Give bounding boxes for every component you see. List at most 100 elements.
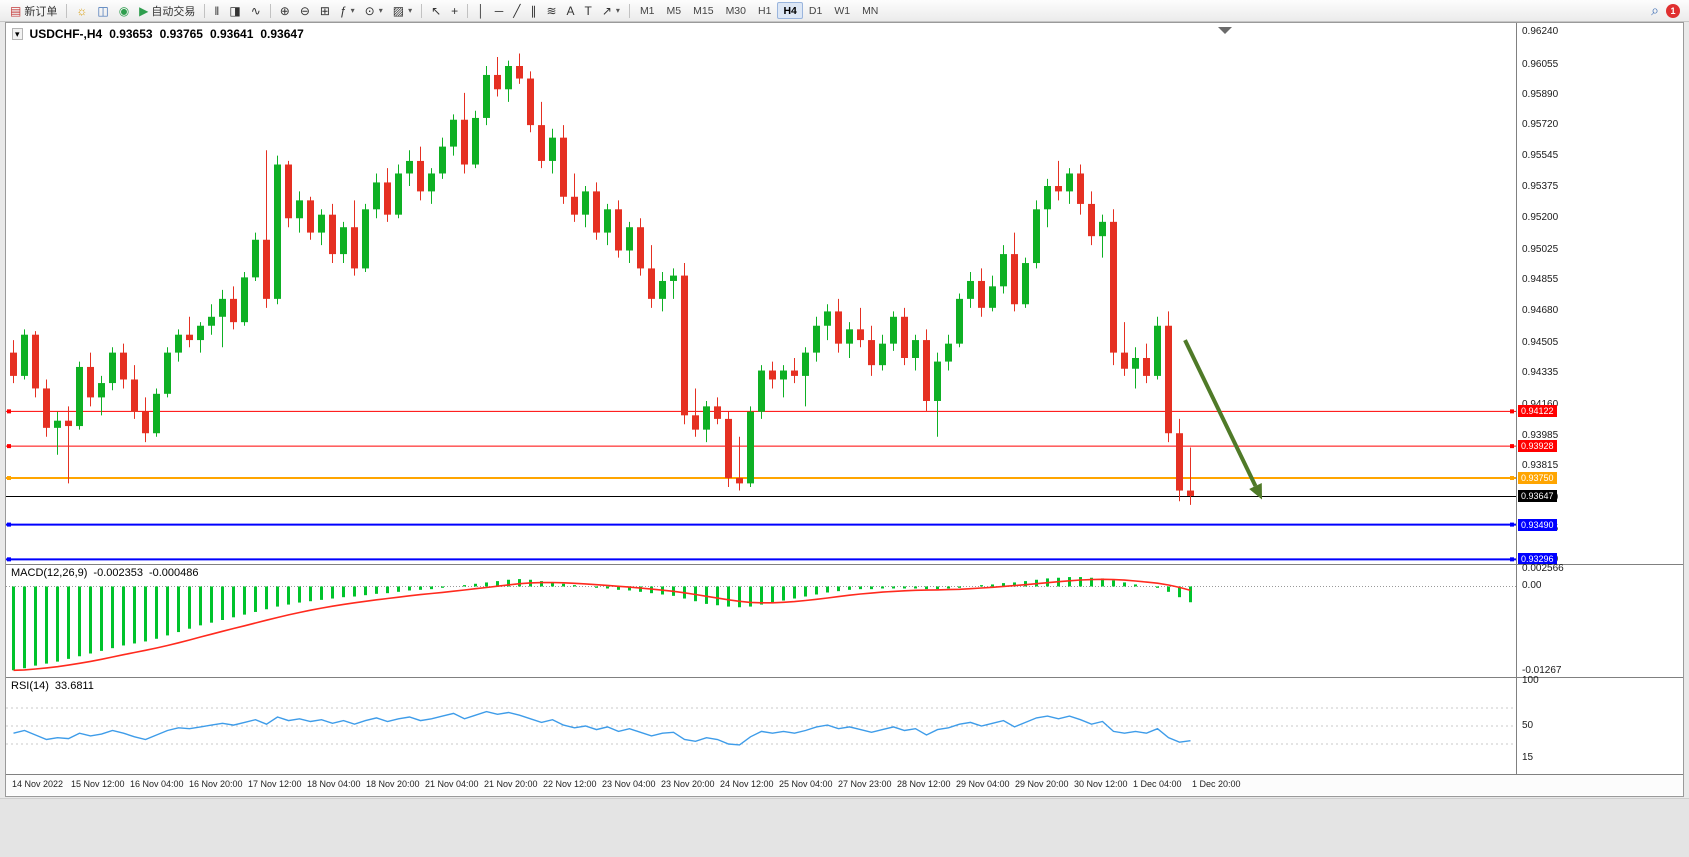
templates-button[interactable]: ▨ ▾ — [388, 2, 417, 20]
timeframe-button-d1[interactable]: D1 — [808, 4, 823, 17]
support-line-blue-2-left-handle[interactable] — [7, 557, 11, 562]
close-value: 0.93647 — [260, 27, 304, 41]
rsi-plot-area — [6, 678, 1516, 774]
time-axis-label: 18 Nov 20:00 — [366, 779, 420, 789]
timeframe-button-mn[interactable]: MN — [862, 4, 879, 17]
timeframe-button-m15[interactable]: M15 — [693, 4, 714, 17]
support-line-orange-left-handle[interactable] — [7, 476, 11, 481]
price-axis-label: 0.94335 — [1522, 367, 1559, 379]
timeframe-button-w1[interactable]: W1 — [834, 4, 851, 17]
timeframe-button-m1[interactable]: M1 — [639, 4, 655, 17]
line-chart-button[interactable]: ∿ — [246, 2, 266, 20]
resistance-line-2-right-handle[interactable] — [1510, 444, 1514, 449]
rsi-axis-label: 50 — [1522, 720, 1534, 731]
current-price-line-price-tag: 0.93647 — [1518, 490, 1557, 503]
periods-button[interactable]: ⊙ ▾ — [360, 2, 388, 20]
price-axis-label: 0.95375 — [1522, 180, 1559, 192]
time-axis-label: 14 Nov 2022 — [12, 779, 64, 789]
crosshair-button[interactable]: + — [446, 2, 463, 20]
resistance-line-2-left-handle[interactable] — [7, 444, 11, 449]
autotrade-button[interactable]: ▶ 自动交易 — [134, 2, 200, 20]
chart-window: 0.96240 0.96055 0.95890 0.95720 0.95545 0.953… — [5, 22, 1684, 797]
support-line-blue-1-left-handle[interactable] — [7, 522, 11, 527]
timeframe-button-h4[interactable]: H4 — [777, 2, 803, 19]
notification-badge[interactable]: 1 — [1666, 3, 1680, 18]
templates-icon: ▨ — [392, 3, 405, 18]
price-axis-label: 0.95545 — [1522, 150, 1559, 162]
resistance-line-1-right-handle[interactable] — [1510, 409, 1514, 414]
horizontal-lines-group[interactable] — [6, 409, 1516, 562]
time-axis-label: 17 Nov 12:00 — [248, 779, 302, 789]
symbol-dropdown-icon[interactable]: ▾ — [12, 28, 23, 40]
autotrade-icon: ▶ — [139, 3, 149, 18]
candlestick-chart-button[interactable]: ◨ — [224, 2, 245, 20]
timeframe-button-h1[interactable]: H1 — [758, 4, 772, 17]
market-watch-button[interactable]: ◫ — [92, 2, 113, 20]
vertical-line-button[interactable]: │ — [472, 2, 490, 20]
zoom-in-button[interactable]: ⊕ — [275, 2, 295, 20]
macd-label: MACD(12,26,9) -0.002353 -0.000486 — [11, 567, 199, 579]
price-pane[interactable]: 0.96240 0.96055 0.95890 0.95720 0.95545 0.953… — [6, 23, 1683, 565]
timeframe-button-m5[interactable]: M5 — [666, 4, 682, 17]
rsi-line — [13, 710, 1191, 746]
time-axis-label: 25 Nov 04:00 — [779, 779, 833, 789]
data-window-icon: ◉ — [118, 3, 130, 18]
support-line-blue-1-right-handle[interactable] — [1510, 522, 1514, 527]
time-axis-label: 22 Nov 12:00 — [543, 779, 597, 789]
search-icon[interactable]: ⌕ — [1651, 2, 1659, 18]
toolbar-separator — [467, 3, 469, 18]
macd-pane[interactable]: 0.002566 0.00 -0.01267 MACD(12,26,9) -0.00… — [6, 563, 1683, 677]
autotrade-button-label: 自动交易 — [151, 5, 196, 18]
tile-windows-button[interactable]: ⊞ — [315, 2, 335, 20]
price-axis-label: 0.95200 — [1522, 212, 1559, 224]
trendline-icon: ╱ — [513, 3, 521, 18]
time-axis-label: 18 Nov 04:00 — [307, 779, 361, 789]
indicators-button[interactable]: ƒ ▾ — [335, 2, 360, 20]
price-axis-label: 0.95025 — [1522, 243, 1559, 255]
price-axis-label: 0.96055 — [1522, 59, 1559, 71]
zoom-out-button[interactable]: ⊖ — [295, 2, 315, 20]
arrows-button[interactable]: ↗ ▾ — [597, 2, 625, 20]
zoom-in-icon: ⊕ — [279, 3, 290, 18]
cursor-button[interactable]: ↖ — [426, 2, 446, 20]
macd-main-value: -0.002353 — [93, 567, 143, 579]
toolbar-right-group: ⌕ 1 — [1651, 2, 1684, 19]
time-axis-label: 27 Nov 23:00 — [838, 779, 892, 789]
fibonacci-button[interactable]: ≋ — [541, 2, 561, 20]
tile-windows-icon: ⊞ — [319, 3, 330, 18]
bar-chart-button[interactable]: ‖ — [209, 2, 224, 20]
rsi-pane[interactable]: 100 50 15 RSI(14) 33.6811 — [6, 675, 1683, 774]
horizontal-line-button[interactable]: ─ — [490, 2, 509, 20]
time-axis-label: 1 Dec 04:00 — [1133, 779, 1182, 789]
alerts-button[interactable]: ☼ — [71, 2, 92, 20]
new-order-button[interactable]: ▤ 新订单 — [5, 2, 62, 20]
price-chart-svg — [6, 27, 1516, 562]
chart-shift-marker[interactable] — [1218, 27, 1232, 34]
resistance-line-1-left-handle[interactable] — [7, 409, 11, 414]
text-label-icon: T — [584, 3, 592, 18]
text-label-button[interactable]: T — [580, 2, 597, 20]
price-axis-label: 0.94160 — [1522, 398, 1559, 410]
main-toolbar: ▤ 新订单 ☼ ◫ ◉ ▶ 自动交易 ‖ ◨ ∿ ⊕ ⊖ ⊞ ƒ ▾ ⊙ ▾ ▨ ▾ ↖ + │ ─ ╱ ∥ ≋ A T ↗ ▾ M1 M5 M… — [0, 0, 1689, 22]
support-line-orange-right-handle[interactable] — [1510, 476, 1514, 481]
resistance-line-1-price-tag: 0.94122 — [1518, 405, 1557, 418]
trend-arrow[interactable] — [1183, 339, 1262, 500]
price-plot-area[interactable] — [6, 23, 1516, 564]
new-order-icon: ▤ — [10, 3, 22, 18]
timeframe-button-m30[interactable]: M30 — [725, 4, 746, 17]
chevron-down-icon: ▾ — [408, 6, 413, 15]
toolbar-separator — [204, 3, 206, 18]
support-line-blue-1-price-tag: 0.93490 — [1518, 518, 1557, 531]
trendline-button[interactable]: ╱ — [508, 2, 525, 20]
time-axis[interactable]: 14 Nov 2022 15 Nov 12:00 16 Nov 04:00 16 No… — [6, 774, 1683, 795]
symbol-period-label: USDCHF-,H4 — [29, 27, 103, 41]
price-axis-label: 0.94505 — [1522, 336, 1559, 348]
rsi-value: 33.6811 — [54, 680, 94, 692]
support-line-blue-2-right-handle[interactable] — [1510, 557, 1514, 562]
price-axis-label: 0.95720 — [1522, 119, 1559, 131]
price-axis[interactable]: 0.96240 0.96055 0.95890 0.95720 0.95545 0.953… — [1516, 23, 1683, 565]
data-window-button[interactable]: ◉ — [114, 2, 134, 20]
equidistant-channel-button[interactable]: ∥ — [525, 2, 541, 20]
text-button[interactable]: A — [562, 2, 580, 20]
high-value: 0.93765 — [159, 27, 203, 41]
